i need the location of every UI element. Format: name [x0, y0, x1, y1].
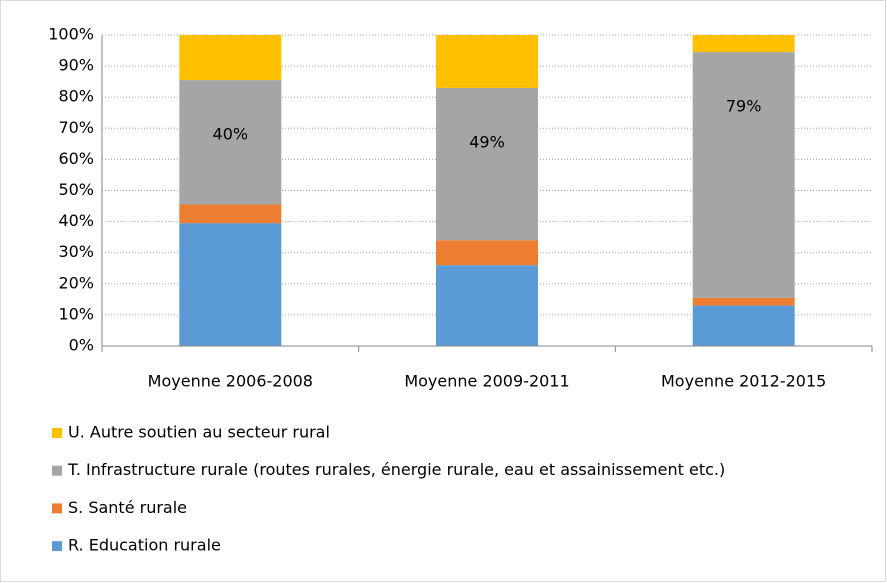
- data-label: 40%: [213, 125, 249, 144]
- bar-segment: [179, 80, 282, 205]
- bar-segment: [436, 240, 538, 266]
- legend-label: R. Education rurale: [68, 536, 221, 555]
- bar-segment: [179, 35, 282, 81]
- bar-segment: [436, 87, 538, 241]
- legend-label: U. Autre soutien au secteur rural: [68, 423, 330, 442]
- bar-segment: [436, 265, 538, 346]
- y-tick-label: 20%: [58, 273, 94, 292]
- y-tick-label: 60%: [58, 149, 94, 168]
- y-tick-label: 40%: [58, 211, 94, 230]
- bar-segment: [436, 35, 538, 88]
- legend-swatch: [52, 503, 62, 514]
- bar-segment: [692, 35, 795, 53]
- y-tick-label: 10%: [58, 304, 94, 323]
- bar-segment: [692, 52, 795, 298]
- data-label: 79%: [726, 97, 762, 116]
- legend-swatch: [52, 428, 62, 438]
- bar-segment: [692, 305, 795, 346]
- legend-swatch: [52, 541, 62, 552]
- y-tick-label: 50%: [58, 180, 94, 199]
- y-tick-label: 0%: [69, 336, 94, 355]
- x-tick-label: Moyenne 2006-2008: [148, 372, 313, 391]
- y-tick-label: 30%: [58, 242, 94, 261]
- y-tick-label: 70%: [58, 118, 94, 137]
- legend-label: S. Santé rurale: [68, 498, 187, 517]
- legend-swatch: [52, 465, 62, 476]
- x-tick-label: Moyenne 2012-2015: [661, 372, 826, 391]
- y-tick-label: 90%: [58, 56, 94, 75]
- x-tick-label: Moyenne 2009-2011: [404, 372, 569, 391]
- bar-segment: [692, 297, 795, 306]
- bar-segment: [179, 223, 282, 346]
- data-label: 49%: [469, 132, 505, 151]
- y-tick-label: 80%: [58, 87, 94, 106]
- legend-label: T. Infrastructure rurale (routes rurales…: [67, 460, 725, 479]
- y-tick-label: 100%: [48, 25, 94, 44]
- bar-segment: [179, 204, 282, 224]
